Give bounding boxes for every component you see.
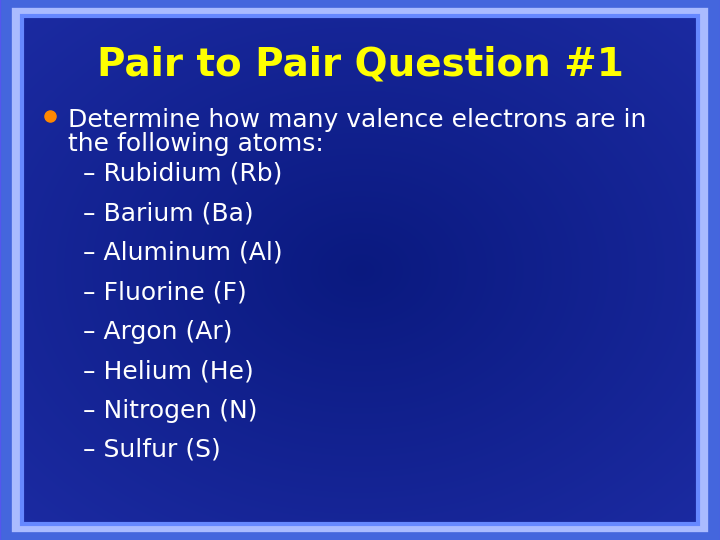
Text: – Helium (He): – Helium (He) [83, 359, 253, 383]
Text: the following atoms:: the following atoms: [68, 132, 324, 156]
Text: – Nitrogen (N): – Nitrogen (N) [83, 399, 257, 422]
Text: Pair to Pair Question #1: Pair to Pair Question #1 [96, 46, 624, 84]
Text: – Aluminum (Al): – Aluminum (Al) [83, 241, 282, 265]
Text: – Rubidium (Rb): – Rubidium (Rb) [83, 162, 282, 186]
Text: – Argon (Ar): – Argon (Ar) [83, 320, 233, 343]
Text: – Barium (Ba): – Barium (Ba) [83, 201, 253, 225]
Text: – Fluorine (F): – Fluorine (F) [83, 280, 246, 304]
Text: – Sulfur (S): – Sulfur (S) [83, 438, 220, 462]
Text: Determine how many valence electrons are in: Determine how many valence electrons are… [68, 108, 647, 132]
